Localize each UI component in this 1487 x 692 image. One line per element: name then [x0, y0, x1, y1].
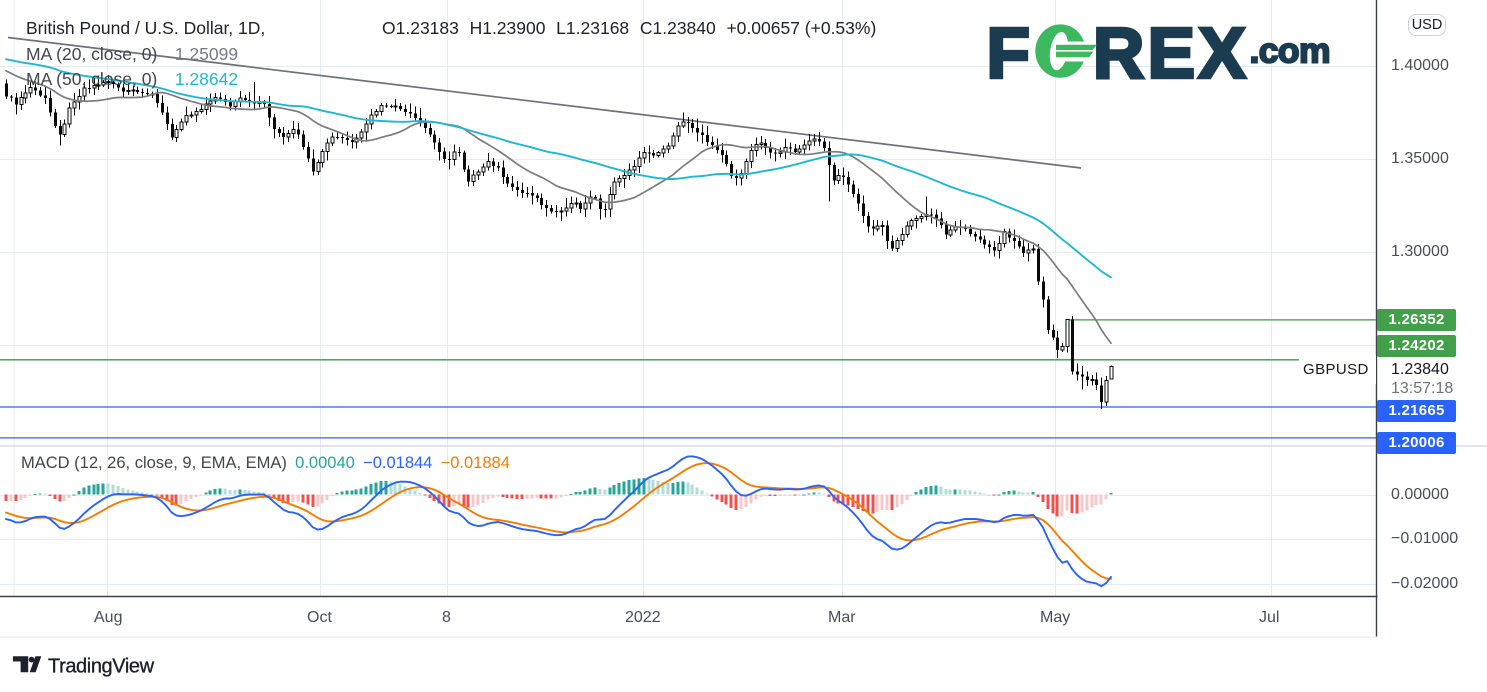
svg-text:.com: .com — [1250, 31, 1330, 71]
svg-text:REX: REX — [1093, 14, 1249, 86]
svg-text:F: F — [987, 14, 1030, 86]
svg-text:TradingView: TradingView — [48, 656, 155, 678]
